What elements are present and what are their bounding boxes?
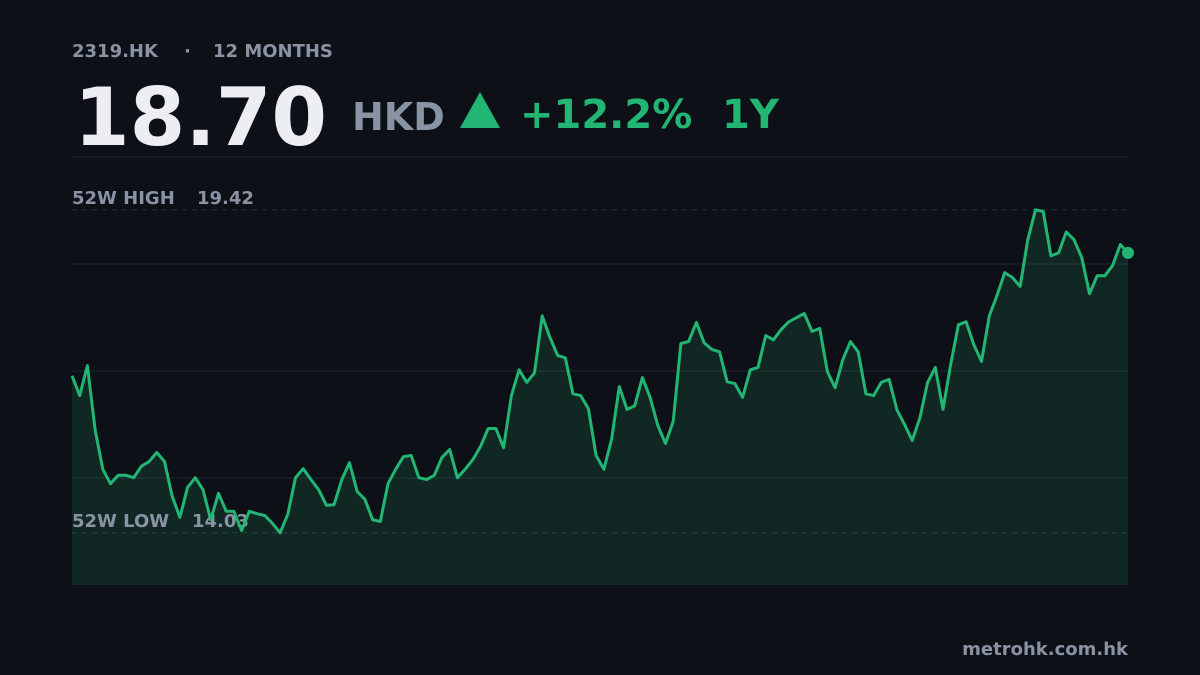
currency: HKD [352,95,445,139]
change: +12.2% [520,92,692,138]
low-label: 52W LOW [72,511,169,532]
source: metrohk.com.hk [962,639,1129,660]
up-arrow [460,92,500,128]
high-value: 19.42 [197,188,254,209]
area [72,209,1128,586]
price-line [70,208,1130,535]
price: 18.70 [74,71,327,164]
last-point [1122,246,1134,259]
separator: · [184,41,191,62]
high-label: 52W HIGH [72,188,175,209]
ticker: 2319.HK [72,41,159,62]
period: 12 MONTHS [213,41,333,62]
range-label: 1Y [722,92,780,138]
